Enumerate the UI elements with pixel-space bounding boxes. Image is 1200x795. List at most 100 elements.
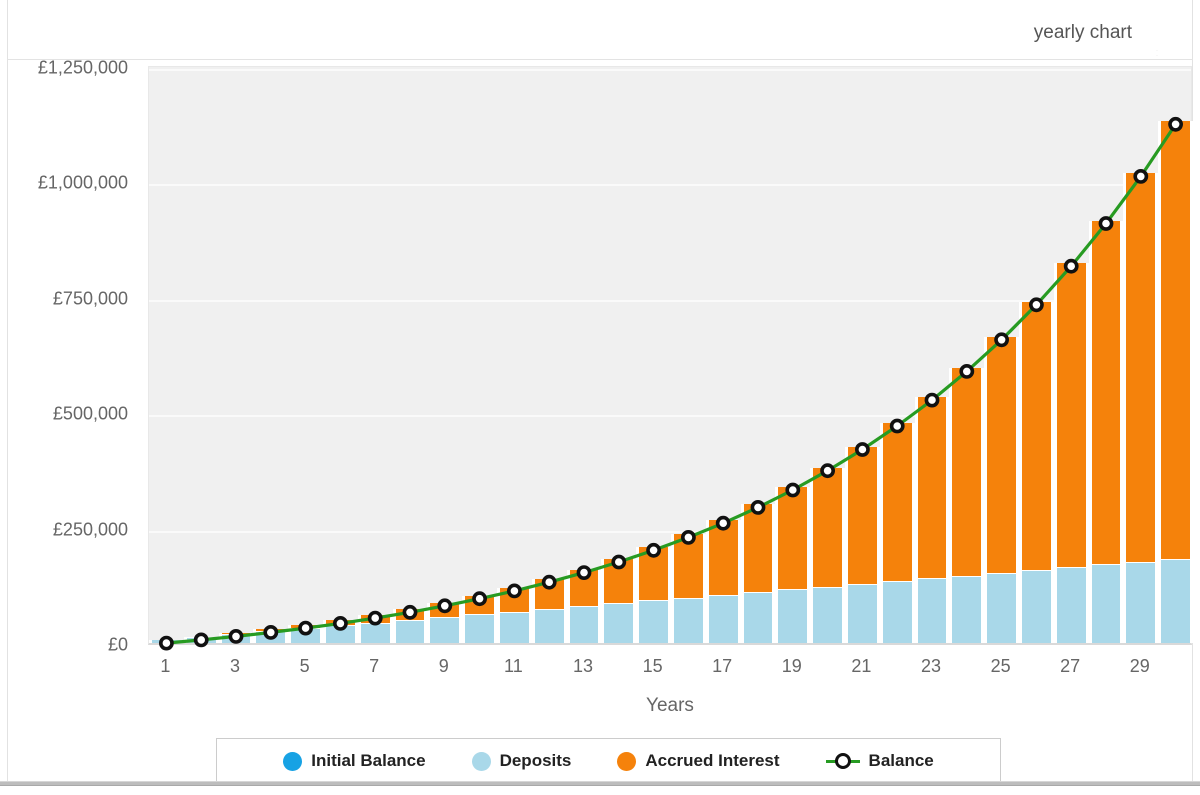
bar-year-17	[705, 520, 741, 643]
x-tick-label: 19	[781, 656, 802, 676]
y-tick-label: £250,000	[52, 519, 128, 540]
accrued-interest-segment	[674, 534, 703, 599]
deposits-segment	[569, 607, 599, 643]
x-tick-label: 13	[572, 656, 594, 676]
bar-year-13	[566, 569, 602, 643]
legend-item-balance[interactable]: Balance	[825, 751, 934, 771]
deposits-segment	[534, 609, 564, 643]
x-tick-label: 9	[438, 656, 449, 676]
bar-year-27	[1053, 263, 1089, 643]
balance-marker-year-12	[541, 574, 557, 590]
bar-year-15	[636, 547, 671, 643]
deposits-segment	[987, 573, 1016, 643]
accrued-interest-segment	[952, 368, 982, 577]
deposits-segment	[674, 598, 703, 643]
accrued-interest-segment	[1161, 121, 1190, 560]
legend-item-deposits[interactable]: Deposits	[471, 751, 571, 771]
balance-marker-year-11	[506, 583, 522, 599]
hamburger-bar	[1154, 50, 1160, 56]
legend-item-accrued-interest[interactable]: Accrued Interest	[617, 751, 780, 771]
balance-marker-year-29	[1133, 169, 1149, 184]
x-tick-label: 11	[504, 656, 523, 676]
legend-swatch-icon	[283, 751, 303, 771]
balance-marker-year-6	[332, 616, 348, 631]
y-tick-label: £1,250,000	[37, 57, 128, 78]
legend-swatch-icon	[471, 751, 491, 771]
legend-swatch-icon	[617, 751, 637, 771]
balance-marker-year-23	[924, 392, 940, 408]
x-tick-label: 21	[851, 656, 872, 676]
deposits-segment	[813, 587, 842, 643]
accrued-interest-segment	[882, 423, 912, 583]
balance-marker-year-7	[367, 610, 383, 626]
balance-marker-year-13	[576, 565, 592, 580]
chart-header: yearly chart	[0, 10, 1200, 56]
deposits-segment	[917, 579, 947, 643]
accrued-interest-segment	[1126, 173, 1156, 563]
balance-marker-year-10	[472, 591, 487, 607]
view-mode-label: yearly chart	[1033, 22, 1132, 43]
deposits-segment	[848, 584, 877, 643]
bar-year-21	[845, 446, 880, 643]
bar-year-25	[984, 336, 1019, 643]
hamburger-icon[interactable]	[1154, 19, 1188, 56]
balance-marker-year-14	[611, 554, 627, 570]
accrued-interest-segment	[1022, 301, 1051, 571]
deposits-segment	[1126, 562, 1156, 643]
deposits-segment	[778, 590, 808, 643]
balance-marker-icon	[825, 752, 860, 771]
balance-marker-year-18	[750, 499, 766, 515]
balance-marker-year-22	[889, 418, 905, 434]
balance-line-path	[166, 123, 1177, 645]
deposits-segment	[291, 629, 320, 643]
deposits-segment	[1022, 571, 1051, 643]
balance-marker-year-25	[994, 332, 1009, 348]
deposits-segment	[1161, 559, 1190, 643]
deposits-segment	[1056, 568, 1086, 643]
gridline	[149, 530, 1191, 533]
x-tick-label: 17	[712, 656, 733, 676]
bar-year-24	[949, 368, 985, 643]
gridline	[149, 415, 1191, 418]
x-tick-label: 25	[990, 656, 1011, 676]
legend-item-initial-balance[interactable]: Initial Balance	[283, 751, 426, 771]
balance-marker-year-16	[681, 529, 696, 545]
accrued-interest-segment	[813, 467, 842, 588]
deposits-segment	[360, 623, 390, 643]
deposits-segment	[1091, 565, 1121, 643]
x-tick-label: 23	[920, 656, 942, 676]
deposits-segment	[952, 576, 982, 643]
accrued-interest-segment	[708, 520, 738, 596]
x-tick-label: 3	[229, 656, 240, 676]
balance-marker-year-28	[1098, 216, 1114, 231]
plot-area	[148, 66, 1193, 651]
legend-label: Initial Balance	[311, 751, 426, 770]
x-tick-label: 7	[369, 656, 380, 676]
bar-year-28	[1088, 220, 1124, 643]
balance-marker-year-21	[855, 442, 870, 457]
accrued-interest-segment	[987, 336, 1016, 574]
balance-marker-year-26	[1029, 297, 1044, 313]
deposits-segment	[430, 618, 460, 643]
deposits-segment	[708, 595, 738, 643]
accrued-interest-segment	[1056, 263, 1086, 569]
balance-marker-year-5	[298, 620, 313, 636]
deposits-segment	[639, 601, 668, 643]
accrued-interest-segment	[848, 446, 877, 585]
y-tick-label: £0	[107, 634, 128, 655]
legend-marker-ring	[834, 752, 851, 769]
bottom-divider	[0, 781, 1200, 786]
bar-year-30	[1158, 121, 1193, 643]
y-tick-label: £750,000	[52, 288, 128, 309]
deposits-segment	[395, 620, 425, 643]
x-tick-label: 5	[299, 656, 310, 676]
balance-marker-year-24	[959, 363, 975, 379]
bar-year-22	[879, 423, 915, 643]
x-axis-title: Years	[646, 695, 694, 716]
deposits-segment	[604, 604, 634, 643]
accrued-interest-segment	[743, 504, 773, 594]
legend: Initial Balance Deposits Accrued Interest B…	[216, 738, 1001, 784]
balance-marker-year-9	[437, 598, 453, 614]
bar-year-20	[810, 467, 845, 643]
